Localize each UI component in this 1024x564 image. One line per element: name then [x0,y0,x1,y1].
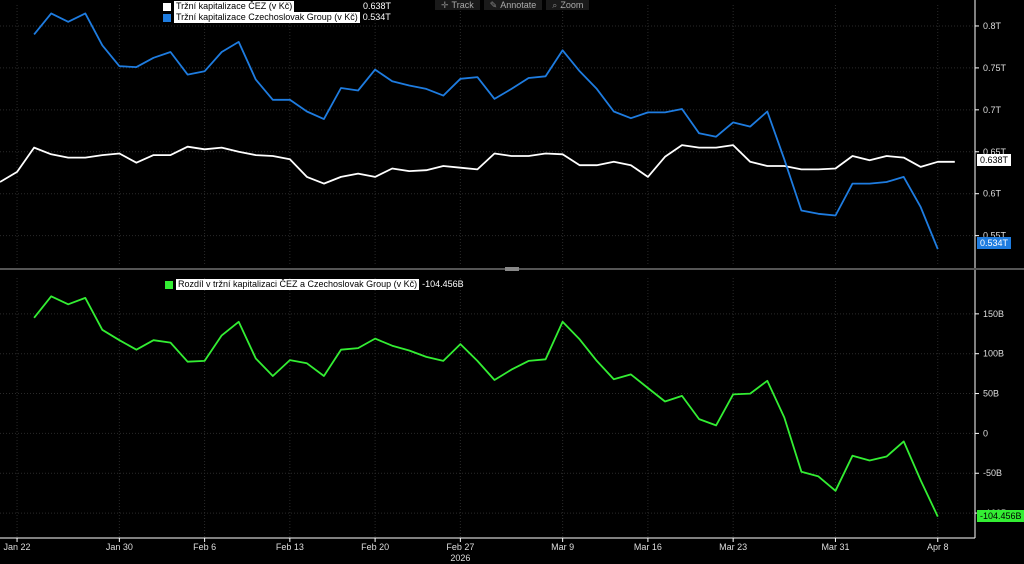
legend-label-cez: Tržní kapitalizace ČEZ (v Kč) [174,1,295,12]
top-panel-legend: Tržní kapitalizace ČEZ (v Kč) 0.638T Trž… [163,1,391,23]
x-tick-label: Feb 6 [193,542,216,552]
series-line-0-1 [33,12,939,250]
x-tick-label: Apr 8 [927,542,949,552]
y-tick-label: -50B [983,468,1002,478]
track-label: Track [451,0,474,10]
series-line-0-0 [0,144,955,185]
x-tick-label: Mar 31 [821,542,849,552]
crosshair-icon: ✛ [441,0,449,10]
legend-value-diff: -104.456B [422,279,464,289]
y-tick-label: 0.7T [983,105,1002,115]
x-tick-label: Jan 22 [4,542,31,552]
annotate-button[interactable]: ✎ Annotate [483,0,543,10]
magnifier-icon: ⌕ [552,0,558,10]
y-tick-label: 0.75T [983,63,1007,73]
annotate-label: Annotate [500,0,537,10]
chart-toolbar: ✛ Track ✎ Annotate ⌕ Zoom [435,0,590,10]
x-tick-label: Mar 9 [551,542,574,552]
series-line-1-0 [33,295,939,517]
y-tick-label: 100B [983,349,1004,359]
legend-label-diff: Rozdíl v tržní kapitalizaci ČEZ a Czecho… [176,279,420,290]
zoom-label: Zoom [560,0,584,10]
y-tick-label: 0 [983,428,988,438]
x-tick-label: Jan 30 [106,542,133,552]
last-value-tag-cez: 0.638T [977,154,1012,166]
legend-swatch-cez [163,2,171,11]
panel-resize-handle [505,267,519,271]
x-tick-label: Feb 27 [446,542,474,552]
y-tick-label: 0.8T [983,21,1002,31]
x-tick-label: Mar 23 [719,542,747,552]
y-tick-label: 50B [983,389,999,399]
zoom-button[interactable]: ⌕ Zoom [546,0,590,10]
y-tick-label: 0.6T [983,189,1002,199]
legend-label-csob: Tržní kapitalizace Czechoslovak Group (v… [174,12,360,23]
legend-item-csob: Tržní kapitalizace Czechoslovak Group (v… [163,12,391,23]
bottom-panel-legend: Rozdíl v tržní kapitalizaci ČEZ a Czecho… [165,279,464,290]
y-tick-label: 150B [983,309,1004,319]
y-tick-label: 0.55T [983,231,1007,241]
pencil-icon: ✎ [489,0,498,10]
legend-swatch-diff [165,280,173,289]
legend-swatch-csob [163,13,171,22]
x-tick-label: Feb 20 [361,542,389,552]
legend-value-cez: 0.638T [363,1,392,11]
last-value-tag-csob: 0.534T [977,237,1012,249]
legend-item-cez: Tržní kapitalizace ČEZ (v Kč) 0.638T [163,1,391,12]
x-tick-label: Mar 16 [634,542,662,552]
x-axis-year: 2026 [450,553,470,563]
track-button[interactable]: ✛ Track [435,0,480,10]
last-value-tag-diff: -104.456B [977,510,1024,522]
legend-item-diff: Rozdíl v tržní kapitalizaci ČEZ a Czecho… [165,279,464,290]
legend-value-csob: 0.534T [362,12,391,22]
x-tick-label: Feb 13 [276,542,304,552]
y-tick-label: 0.65T [983,147,1007,157]
